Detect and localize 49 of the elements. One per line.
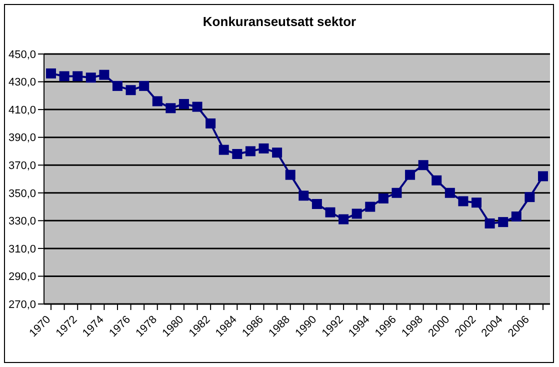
y-tick-label: 270,0 <box>8 298 36 311</box>
y-tick-label: 310,0 <box>8 243 36 256</box>
point <box>458 196 468 206</box>
point <box>365 202 376 212</box>
y-tick-label: 390,0 <box>8 132 36 144</box>
point <box>484 218 495 228</box>
point <box>392 188 402 198</box>
point <box>152 96 162 106</box>
point <box>139 80 150 91</box>
point <box>405 170 416 180</box>
point <box>72 71 83 82</box>
point <box>206 118 216 128</box>
point <box>312 199 322 209</box>
point <box>418 160 428 170</box>
point <box>498 217 508 228</box>
point <box>178 99 189 109</box>
chart-title: Konkuranseutsatt sektor <box>202 14 358 29</box>
point <box>444 188 455 198</box>
point <box>126 85 136 96</box>
point <box>298 190 309 201</box>
point <box>538 171 548 182</box>
y-tick-label: 350,0 <box>8 188 36 200</box>
point <box>99 70 110 80</box>
point <box>258 143 269 154</box>
point <box>245 146 256 156</box>
point <box>338 214 349 224</box>
point <box>285 170 296 180</box>
point <box>378 193 388 204</box>
point <box>472 198 482 208</box>
y-tick-label: 410,0 <box>8 104 36 116</box>
point <box>112 80 122 91</box>
point <box>432 175 442 186</box>
point <box>511 212 522 222</box>
y-tick-label: 370,0 <box>8 160 36 172</box>
point <box>86 72 96 83</box>
point <box>46 68 56 78</box>
point <box>59 71 70 82</box>
point <box>232 149 242 159</box>
y-tick-label: 430,0 <box>8 76 36 89</box>
point <box>272 148 282 158</box>
point <box>166 103 176 114</box>
y-tick-label: 290,0 <box>8 271 36 284</box>
y-tick-label: 450,0 <box>8 48 36 61</box>
point <box>524 192 535 202</box>
point <box>218 144 229 155</box>
point <box>352 208 362 219</box>
y-tick-label: 330,0 <box>8 216 36 228</box>
point <box>325 207 336 218</box>
point <box>192 102 202 112</box>
